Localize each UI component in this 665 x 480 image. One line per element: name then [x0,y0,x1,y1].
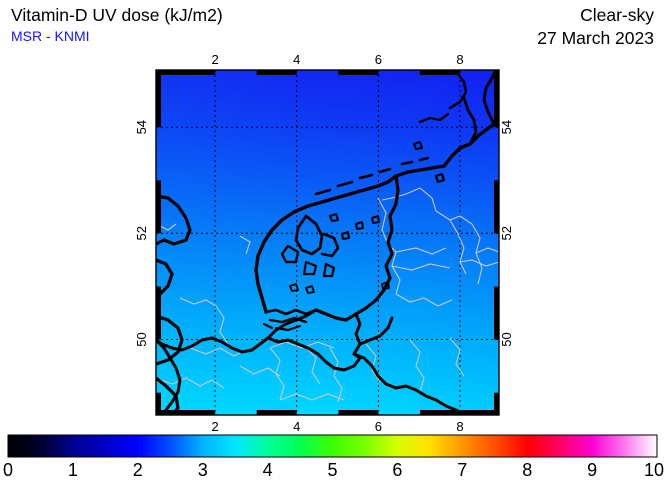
xtick-top-1: 4 [293,52,300,67]
cbtick-10: 10 [644,460,664,480]
cbtick-7: 7 [457,460,467,480]
xtick-top-2: 6 [375,52,382,67]
xtick-bottom-0: 2 [211,419,218,434]
colorbar-gradient [8,435,657,457]
uv-dose-map: 2 4 6 8 2 4 6 8 54 52 50 54 52 50 [120,48,540,438]
cbtick-0: 0 [3,460,13,480]
ytick-right-2: 50 [499,332,514,346]
colorbar-svg: 0 1 2 3 4 5 6 7 8 9 10 [3,434,664,480]
header-left: Vitamin-D UV dose (kJ/m2) MSR - KNMI [11,4,223,46]
xtick-bottom-1: 4 [293,419,300,434]
xtick-top-0: 2 [211,52,218,67]
page-title: Vitamin-D UV dose (kJ/m2) [11,5,223,25]
axis-tick-labels: 2 4 6 8 2 4 6 8 54 52 50 54 52 50 [134,52,514,434]
ytick-right-0: 54 [499,120,514,134]
colorbar-outline [7,434,658,458]
ytick-left-0: 54 [134,120,149,134]
data-source-label: MSR - KNMI [11,28,90,44]
header-right: Clear-sky 27 March 2023 [537,4,654,49]
cbtick-8: 8 [522,460,532,480]
colorbar: 0 1 2 3 4 5 6 7 8 9 10 [0,432,665,480]
cbtick-5: 5 [327,460,337,480]
ytick-left-1: 52 [134,226,149,240]
cbtick-9: 9 [587,460,597,480]
coastlines-and-borders [156,70,498,415]
xtick-bottom-3: 8 [456,419,463,434]
ytick-left-2: 50 [134,332,149,346]
sky-condition-label: Clear-sky [580,5,654,25]
cbtick-3: 3 [198,460,208,480]
regional-borders [156,187,499,403]
cbtick-1: 1 [68,460,78,480]
colorbar-tick-labels: 0 1 2 3 4 5 6 7 8 9 10 [3,460,664,480]
cbtick-4: 4 [263,460,273,480]
date-label: 27 March 2023 [537,28,654,48]
map-frame [155,69,500,416]
ytick-right-1: 52 [499,226,514,240]
map-gridlines [156,70,499,415]
xtick-top-3: 8 [456,52,463,67]
cbtick-6: 6 [392,460,402,480]
map-svg: 2 4 6 8 2 4 6 8 54 52 50 54 52 50 [134,52,514,434]
xtick-bottom-2: 6 [375,419,382,434]
cbtick-2: 2 [133,460,143,480]
